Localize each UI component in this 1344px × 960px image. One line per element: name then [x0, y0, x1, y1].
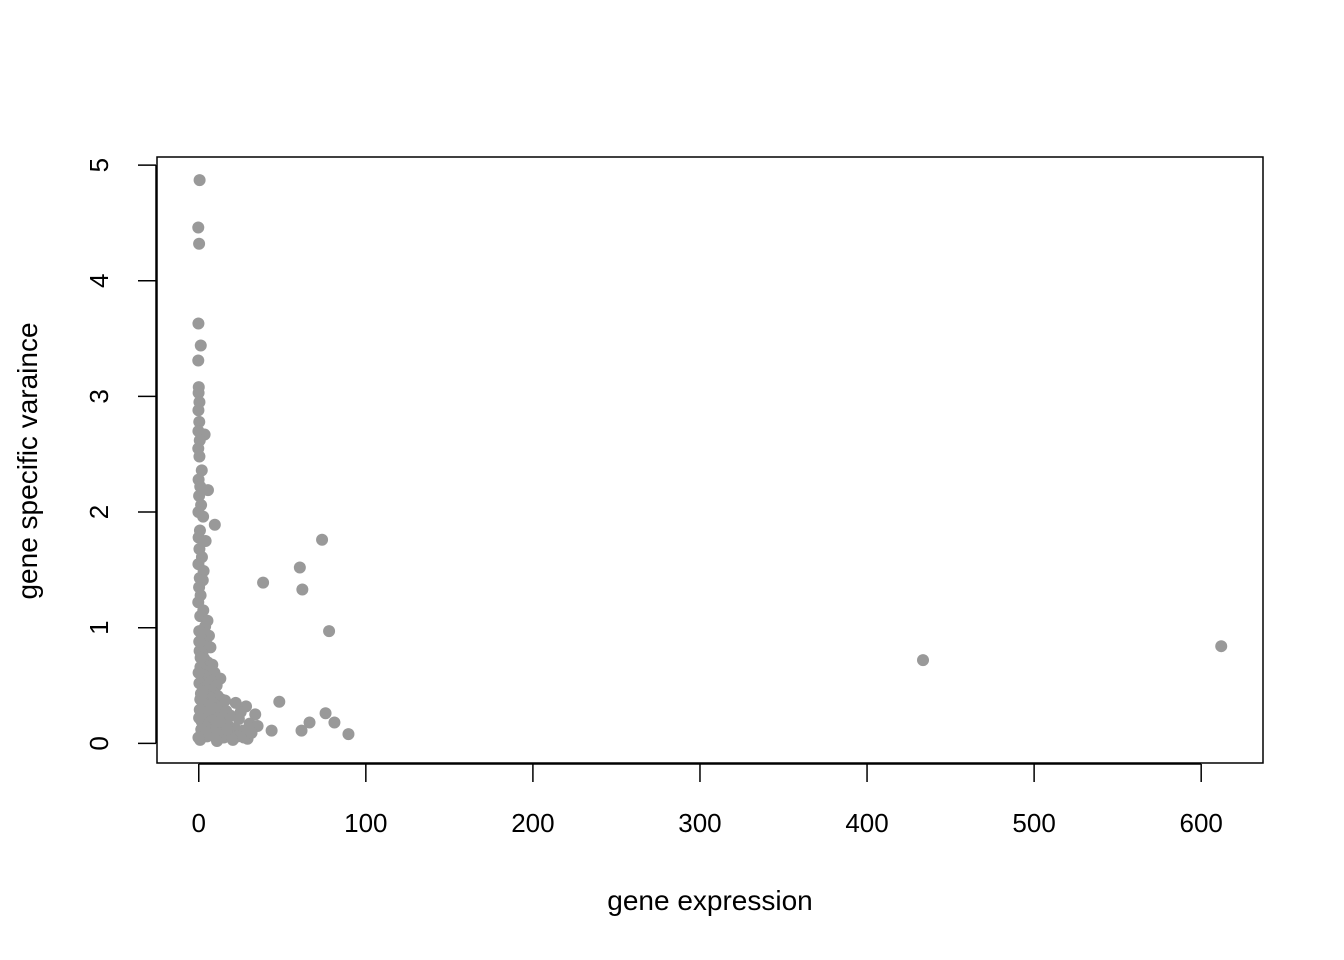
y-tick-label-0: 0 — [84, 736, 114, 750]
data-point-133 — [1215, 640, 1228, 653]
data-point-24 — [208, 518, 221, 531]
data-point-107 — [221, 723, 233, 736]
data-point-119 — [193, 635, 206, 648]
data-point-125 — [273, 695, 286, 708]
data-point-121 — [293, 561, 306, 574]
data-point-7 — [192, 386, 205, 399]
data-point-102 — [210, 735, 223, 748]
data-point-127 — [295, 724, 308, 737]
data-point-15 — [193, 450, 206, 463]
data-point-123 — [316, 533, 329, 546]
data-point-114 — [192, 731, 205, 744]
data-point-16 — [195, 464, 208, 477]
x-tick-label-5: 500 — [1012, 808, 1055, 838]
data-point-110 — [234, 706, 247, 719]
data-point-126 — [265, 724, 278, 737]
y-axis: 0 1 2 3 4 5 — [84, 158, 157, 751]
y-tick-label-4: 4 — [84, 274, 114, 288]
data-point-122 — [296, 583, 309, 596]
data-point-10 — [193, 415, 206, 428]
points-layer — [192, 174, 1228, 748]
data-point-120 — [257, 576, 270, 589]
data-point-109 — [213, 715, 226, 728]
data-point-128 — [303, 716, 316, 729]
data-point-1 — [192, 221, 205, 234]
x-axis-title: gene expression — [607, 885, 812, 916]
data-point-9 — [192, 404, 205, 417]
data-point-2 — [193, 237, 206, 250]
y-tick-label-3: 3 — [84, 389, 114, 403]
data-point-4 — [194, 339, 207, 352]
data-point-117 — [192, 666, 205, 679]
x-tick-label-2: 200 — [511, 808, 554, 838]
x-tick-label-0: 0 — [192, 808, 206, 838]
data-point-19 — [201, 484, 214, 497]
y-axis-title: gene specific varaince — [12, 322, 43, 599]
data-point-0 — [193, 174, 206, 187]
data-point-20 — [193, 489, 206, 502]
y-tick-label-5: 5 — [84, 158, 114, 172]
data-point-118 — [194, 651, 207, 664]
plot-frame — [156, 156, 1264, 764]
y-tick-label-1: 1 — [84, 620, 114, 634]
x-tick-label-3: 300 — [678, 808, 721, 838]
data-point-27 — [199, 534, 212, 547]
data-point-23 — [197, 510, 210, 523]
x-tick-label-6: 600 — [1179, 808, 1222, 838]
data-point-45 — [204, 641, 217, 654]
y-tick-label-2: 2 — [84, 505, 114, 519]
data-point-3 — [192, 317, 205, 330]
data-point-79 — [249, 708, 262, 721]
x-axis: 0 100 200 300 400 500 600 — [192, 763, 1223, 838]
data-point-131 — [342, 728, 355, 741]
data-point-129 — [319, 707, 332, 720]
data-point-5 — [192, 354, 205, 367]
data-point-111 — [205, 701, 218, 714]
x-tick-label-1: 100 — [344, 808, 387, 838]
data-point-124 — [323, 625, 336, 638]
data-point-132 — [917, 654, 930, 667]
x-tick-label-4: 400 — [845, 808, 888, 838]
data-point-116 — [196, 685, 209, 698]
data-point-103 — [226, 733, 239, 746]
data-point-130 — [328, 716, 341, 729]
data-point-112 — [193, 711, 206, 724]
data-point-106 — [245, 726, 258, 739]
data-point-69 — [229, 696, 242, 709]
